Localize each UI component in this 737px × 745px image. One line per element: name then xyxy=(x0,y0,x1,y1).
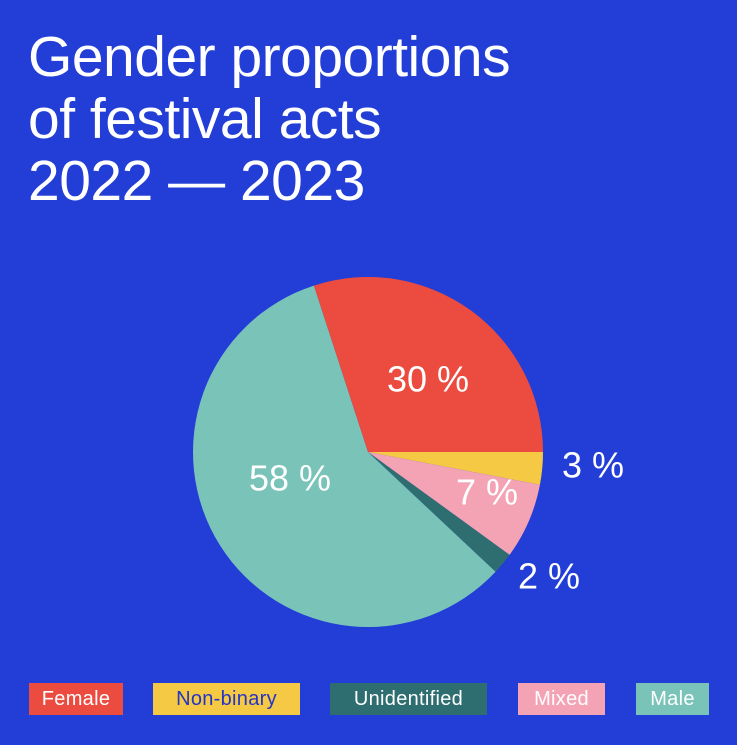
pie-slice-unidentified xyxy=(368,452,510,572)
data-label-unidentified: 2 % xyxy=(518,556,580,597)
pie-slice-non-binary xyxy=(368,452,543,485)
pie-slice-mixed xyxy=(368,452,540,555)
data-label-female: 30 % xyxy=(387,359,469,400)
pie-slice-female xyxy=(313,277,543,452)
title-line-3: 2022 — 2023 xyxy=(28,149,365,213)
data-label-non-binary: 3 % xyxy=(562,445,624,486)
title-line-1: Gender proportions xyxy=(28,25,511,89)
data-label-male: 58 % xyxy=(249,458,331,499)
title-line-2: of festival acts xyxy=(28,87,382,151)
chart-title: Gender proportions of festival acts 2022… xyxy=(28,26,708,212)
pie-slice-male xyxy=(193,285,496,628)
data-label-mixed: 7 % xyxy=(456,472,518,513)
